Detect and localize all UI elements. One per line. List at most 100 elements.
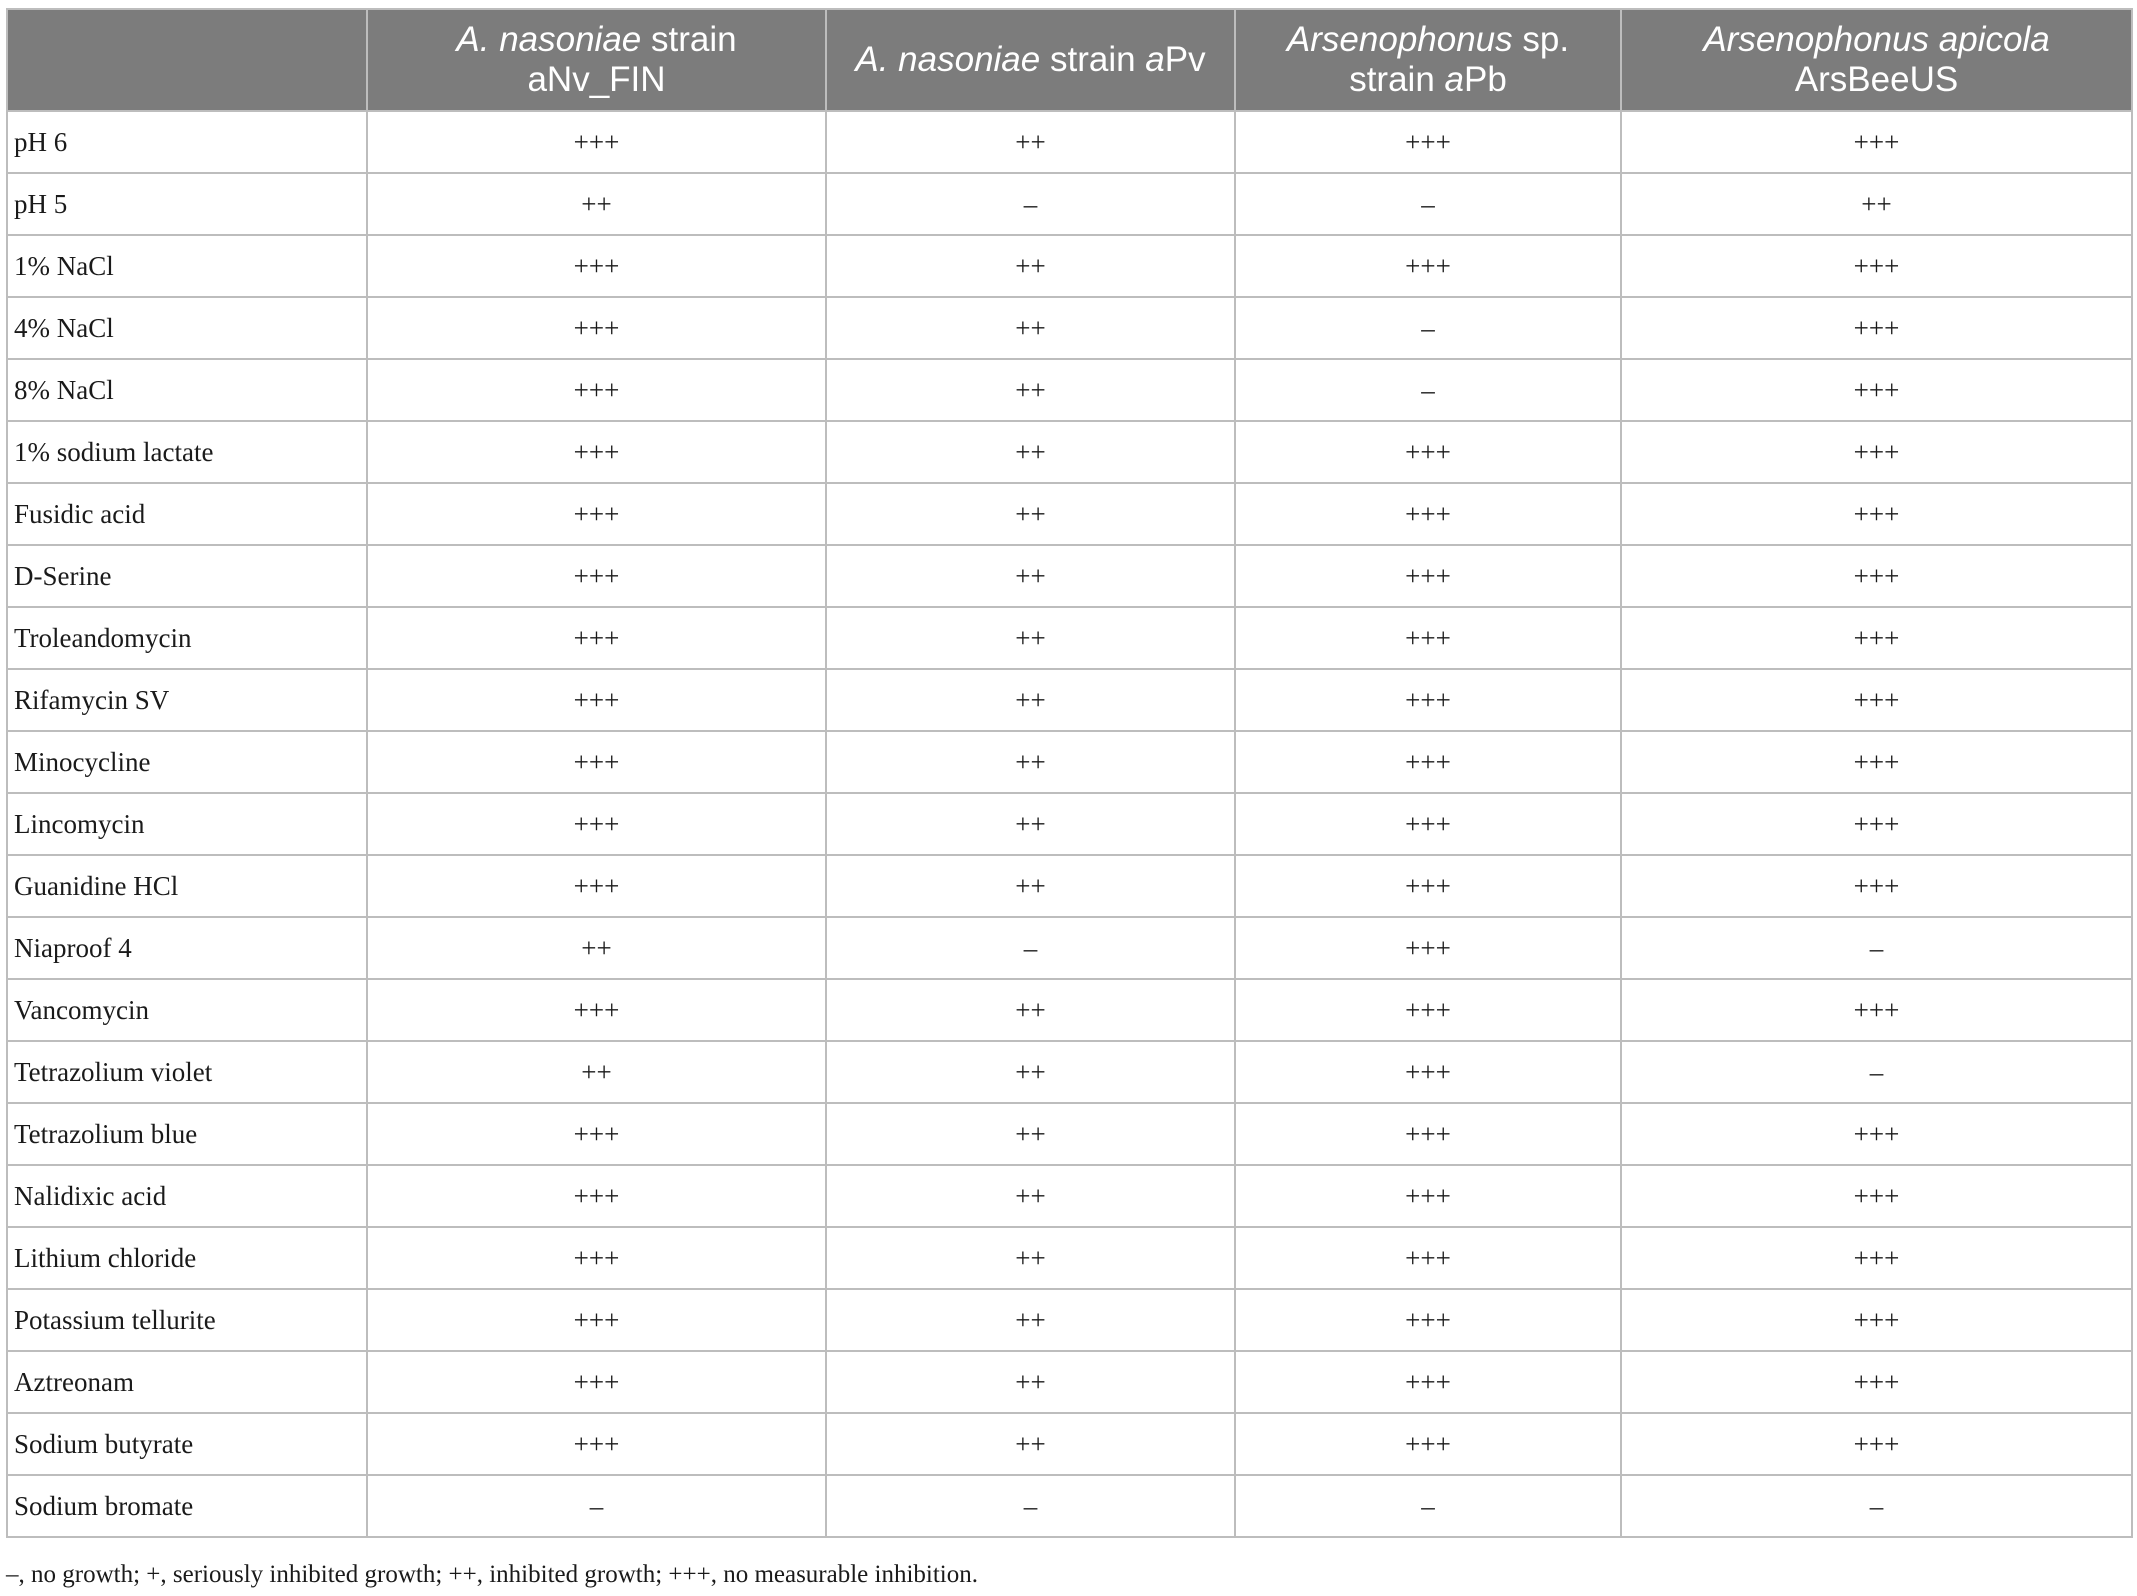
table-row: Vancomycin +++ ++ +++ +++ — [6, 978, 2133, 1042]
table-row: Rifamycin SV +++ ++ +++ +++ — [6, 668, 2133, 732]
growth-value-cell: – — [825, 1474, 1236, 1538]
growth-value-cell: +++ — [366, 1102, 827, 1166]
growth-value-cell: ++ — [366, 1040, 827, 1104]
table-row: Lithium chloride +++ ++ +++ +++ — [6, 1226, 2133, 1290]
growth-value-cell: +++ — [1620, 1164, 2133, 1228]
growth-value-cell: +++ — [1620, 296, 2133, 360]
table-row: 1% NaCl +++ ++ +++ +++ — [6, 234, 2133, 298]
table-footnote: –, no growth; +, seriously inhibited gro… — [6, 1561, 978, 1588]
growth-value-cell: +++ — [1620, 1226, 2133, 1290]
table-row: Troleandomycin +++ ++ +++ +++ — [6, 606, 2133, 670]
growth-value-cell: ++ — [825, 420, 1236, 484]
growth-value-cell: ++ — [825, 1350, 1236, 1414]
growth-value-cell: – — [1234, 1474, 1622, 1538]
growth-value-cell: +++ — [1620, 854, 2133, 918]
row-label: pH 5 — [6, 172, 368, 236]
table-row: Minocycline +++ ++ +++ +++ — [6, 730, 2133, 794]
row-label: Minocycline — [6, 730, 368, 794]
table-row: Fusidic acid +++ ++ +++ +++ — [6, 482, 2133, 546]
table-body: pH 6 +++ ++ +++ +++ pH 5 ++ – – ++ 1% NaCl +++ ++ +++… — [6, 110, 2133, 1538]
table-container: A. nasoniae strain aNv_FIN A. nasoniae s… — [6, 8, 2133, 1538]
header-corner-cell — [6, 8, 368, 112]
growth-value-cell: +++ — [1620, 792, 2133, 856]
growth-value-cell: +++ — [366, 1164, 827, 1228]
row-label: Vancomycin — [6, 978, 368, 1042]
growth-value-cell: +++ — [1234, 854, 1622, 918]
growth-value-cell: – — [1234, 296, 1622, 360]
growth-value-cell: ++ — [825, 1040, 1236, 1104]
row-label: 8% NaCl — [6, 358, 368, 422]
growth-value-cell: +++ — [1620, 730, 2133, 794]
growth-value-cell: ++ — [825, 606, 1236, 670]
growth-value-cell: +++ — [1234, 234, 1622, 298]
growth-value-cell: +++ — [366, 1350, 827, 1414]
growth-value-cell: +++ — [1620, 1412, 2133, 1476]
table-row: Tetrazolium violet ++ ++ +++ – — [6, 1040, 2133, 1104]
growth-value-cell: ++ — [825, 978, 1236, 1042]
growth-value-cell: +++ — [366, 1288, 827, 1352]
growth-value-cell: ++ — [366, 172, 827, 236]
table-row: Aztreonam +++ ++ +++ +++ — [6, 1350, 2133, 1414]
growth-value-cell: +++ — [366, 296, 827, 360]
growth-value-cell: – — [1620, 1474, 2133, 1538]
growth-inhibition-table: A. nasoniae strain aNv_FIN A. nasoniae s… — [6, 8, 2133, 1538]
growth-value-cell: +++ — [1234, 1040, 1622, 1104]
row-label: Guanidine HCl — [6, 854, 368, 918]
growth-value-cell: +++ — [366, 110, 827, 174]
growth-value-cell: – — [1620, 916, 2133, 980]
growth-value-cell: +++ — [1620, 358, 2133, 422]
row-label: Potassium tellurite — [6, 1288, 368, 1352]
growth-value-cell: +++ — [366, 668, 827, 732]
growth-value-cell: ++ — [366, 916, 827, 980]
growth-value-cell: ++ — [825, 792, 1236, 856]
table-row: pH 5 ++ – – ++ — [6, 172, 2133, 236]
growth-value-cell: ++ — [825, 1288, 1236, 1352]
growth-value-cell: ++ — [825, 1412, 1236, 1476]
growth-value-cell: +++ — [366, 358, 827, 422]
growth-value-cell: +++ — [366, 606, 827, 670]
growth-value-cell: +++ — [1620, 544, 2133, 608]
growth-value-cell: +++ — [366, 544, 827, 608]
growth-value-cell: – — [825, 172, 1236, 236]
growth-value-cell: +++ — [1234, 606, 1622, 670]
growth-value-cell: +++ — [366, 482, 827, 546]
growth-value-cell: +++ — [1234, 1164, 1622, 1228]
table-row: 1% sodium lactate +++ ++ +++ +++ — [6, 420, 2133, 484]
row-label: 1% sodium lactate — [6, 420, 368, 484]
header-row: A. nasoniae strain aNv_FIN A. nasoniae s… — [6, 8, 2133, 112]
growth-value-cell: +++ — [1620, 978, 2133, 1042]
row-label: Rifamycin SV — [6, 668, 368, 732]
growth-value-cell: +++ — [1234, 482, 1622, 546]
growth-value-cell: +++ — [1234, 420, 1622, 484]
table-header: A. nasoniae strain aNv_FIN A. nasoniae s… — [6, 8, 2133, 112]
growth-value-cell: +++ — [366, 234, 827, 298]
growth-value-cell: ++ — [825, 482, 1236, 546]
table-row: D-Serine +++ ++ +++ +++ — [6, 544, 2133, 608]
growth-value-cell: +++ — [366, 792, 827, 856]
table-row: Guanidine HCl +++ ++ +++ +++ — [6, 854, 2133, 918]
growth-value-cell: +++ — [1620, 1288, 2133, 1352]
growth-value-cell: ++ — [825, 730, 1236, 794]
growth-value-cell: +++ — [1234, 110, 1622, 174]
table-row: Nalidixic acid +++ ++ +++ +++ — [6, 1164, 2133, 1228]
table-row: Sodium butyrate +++ ++ +++ +++ — [6, 1412, 2133, 1476]
growth-value-cell: – — [1234, 172, 1622, 236]
growth-value-cell: +++ — [1234, 978, 1622, 1042]
growth-value-cell: ++ — [825, 110, 1236, 174]
growth-value-cell: +++ — [1234, 1102, 1622, 1166]
growth-value-cell: +++ — [1234, 1412, 1622, 1476]
growth-value-cell: +++ — [1620, 420, 2133, 484]
growth-value-cell: +++ — [1620, 110, 2133, 174]
growth-value-cell: +++ — [1234, 792, 1622, 856]
growth-value-cell: ++ — [825, 358, 1236, 422]
growth-value-cell: +++ — [1620, 1350, 2133, 1414]
row-label: Tetrazolium violet — [6, 1040, 368, 1104]
growth-value-cell: ++ — [825, 1164, 1236, 1228]
table-row: 4% NaCl +++ ++ – +++ — [6, 296, 2133, 360]
growth-value-cell: +++ — [1234, 1288, 1622, 1352]
growth-value-cell: +++ — [1234, 730, 1622, 794]
row-label: Aztreonam — [6, 1350, 368, 1414]
table-row: Niaproof 4 ++ – +++ – — [6, 916, 2133, 980]
growth-value-cell: +++ — [1620, 234, 2133, 298]
growth-value-cell: +++ — [1620, 482, 2133, 546]
